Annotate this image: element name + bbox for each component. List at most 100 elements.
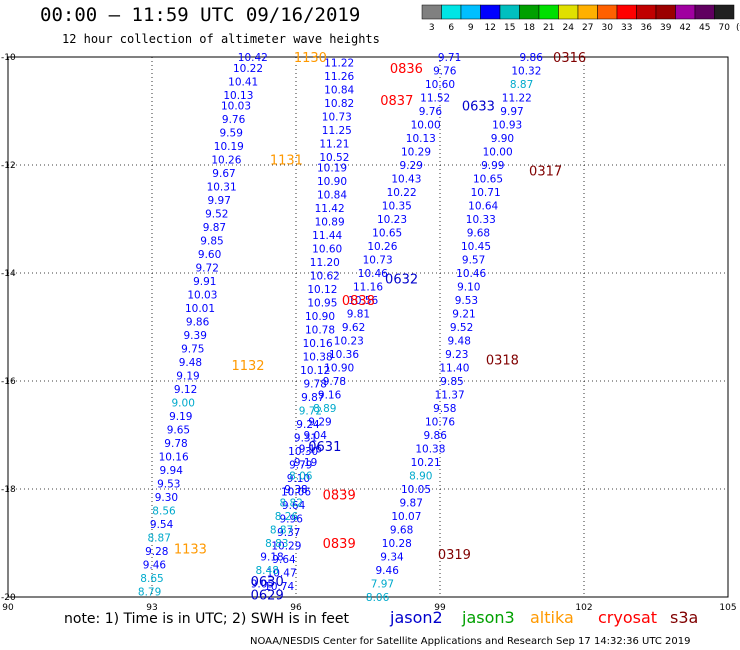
wave-height-value: 10.71: [471, 187, 501, 199]
wave-height-value: 8.79: [138, 587, 161, 599]
wave-height-value: 10.05: [401, 484, 431, 496]
wave-height-value: 10.22: [387, 187, 417, 199]
wave-height-value: 11.44: [312, 230, 342, 242]
wave-height-value: 9.64: [272, 554, 296, 566]
wave-height-value: 10.60: [312, 244, 342, 256]
map-subtitle: 12 hour collection of altimeter wave hei…: [62, 32, 380, 46]
track-time-label: 0316: [553, 51, 586, 66]
wave-height-value: 9.62: [342, 322, 365, 334]
wave-height-value: 10.47: [267, 568, 297, 580]
wave-height-value: 10.07: [391, 511, 421, 523]
wave-height-value: 8.87: [148, 533, 171, 545]
legend-tick-label: 21: [543, 23, 554, 33]
wave-height-value: 9.76: [222, 114, 246, 126]
wave-height-value: 10.13: [406, 133, 436, 145]
wave-height-value: 11.37: [435, 390, 465, 402]
wave-height-value: 10.06: [281, 487, 311, 499]
map-frame: [7, 56, 729, 598]
wave-height-value: 9.78: [323, 376, 346, 388]
wave-height-value: 10.23: [334, 336, 364, 348]
wave-height-value: 8.65: [140, 573, 163, 585]
wave-height-value: 10.26: [367, 241, 397, 253]
wave-height-value: 10.38: [415, 444, 445, 456]
wave-height-value: 10.35: [382, 201, 412, 213]
longitude-label: 99: [434, 603, 446, 613]
wave-height-value: 8.06: [366, 592, 390, 604]
wave-height-value: 11.26: [324, 71, 354, 83]
latitude-label: -14: [1, 269, 16, 279]
wave-height-value: 9.29: [308, 417, 331, 429]
wave-height-value: 9.68: [467, 228, 490, 240]
longitude-label: 102: [575, 603, 592, 613]
track-time-label: 0838: [342, 294, 375, 309]
legend-tick-label: 3: [429, 23, 435, 33]
wave-height-value: 10.46: [358, 268, 388, 280]
wave-height-value: 10.95: [307, 298, 337, 310]
wave-height-value: 8.89: [313, 403, 336, 415]
wave-height-value: 9.37: [277, 527, 300, 539]
wave-height-value: 10.84: [324, 84, 354, 96]
credit-line: NOAA/NESDIS Center for Satellite Applica…: [250, 636, 691, 647]
legend-swatch: [694, 4, 715, 20]
wave-height-value: 11.21: [319, 138, 349, 150]
track-time-label: 0632: [385, 272, 418, 287]
wave-height-value: 10.16: [159, 452, 189, 464]
wave-height-value: 10.56: [348, 295, 378, 307]
track-time-label: 1131: [270, 154, 303, 169]
wave-height-value: 11.52: [420, 93, 450, 105]
wave-height-value: 10.41: [228, 76, 258, 88]
wave-height-value: 9.90: [491, 133, 514, 145]
legend-swatch: [441, 4, 462, 20]
legend-swatch: [421, 4, 442, 20]
track-time-label: 0318: [486, 353, 519, 368]
wave-height-value: 10.16: [303, 338, 333, 350]
wave-height-value: 9.72: [196, 263, 219, 275]
track-time-label: 1132: [231, 359, 264, 374]
wave-height-value: 9.10: [287, 473, 310, 485]
wave-height-value: 10.78: [305, 325, 335, 337]
wave-height-value: 9.18: [260, 552, 283, 564]
wave-height-value: 8.90: [409, 471, 432, 483]
wave-height-value: 9.30: [155, 492, 178, 504]
wave-height-value: 9.86: [424, 430, 448, 442]
legend-tick-label: 24: [563, 23, 575, 33]
wave-height-value: 9.28: [145, 546, 168, 558]
track-time-labels: 1130 1131 1132 1133 0836 0837 0838 0839 0839 0316…: [174, 51, 586, 603]
wave-height-value: 10.30: [288, 446, 318, 458]
wave-height-value: 8.48: [256, 565, 279, 577]
wave-height-value: 9.38: [284, 484, 307, 496]
wave-height-value: 10.22: [233, 63, 263, 75]
track-time-label: 0317: [529, 164, 562, 179]
wave-height-value: 10.65: [372, 228, 402, 240]
track-time-label: 0631: [308, 440, 341, 455]
wave-height-value: 8.56: [152, 506, 176, 518]
legend-tick-label: 15: [504, 23, 515, 33]
wave-height-values: 10.4210.2210.4110.1310.039.769.5910.1910…: [138, 52, 543, 604]
latitude-label: -10: [1, 53, 16, 63]
track-time-label: 0633: [462, 100, 495, 115]
track-time-label: 0629: [251, 588, 284, 603]
map-title: 00:00 – 11:59 UTC 09/16/2019: [40, 4, 361, 26]
legend-tick-label: 27: [582, 23, 593, 33]
wave-height-value: 9.04: [304, 430, 328, 442]
wave-height-value: 10.21: [411, 457, 441, 469]
wave-height-value: 9.60: [198, 249, 221, 261]
track-time-label: 0839: [323, 488, 356, 503]
satellite-legend-jason2: jason2: [390, 608, 443, 627]
longitude-label: 105: [719, 603, 736, 613]
wave-height-value: 9.31: [294, 433, 317, 445]
wave-height-value: 9.68: [390, 525, 413, 537]
wave-height-value: 10.76: [425, 417, 455, 429]
wave-height-value: 10.12: [300, 365, 330, 377]
wave-height-value: 7.97: [371, 579, 394, 591]
longitude-label: 90: [2, 603, 14, 613]
wave-height-value: 8.87: [510, 79, 533, 91]
wave-height-value: 10.01: [185, 303, 215, 315]
legend-tick-label: 70: [719, 23, 731, 33]
longitude-label: 96: [290, 603, 302, 613]
wave-height-value: 10.00: [483, 147, 513, 159]
wave-height-value: 9.54: [150, 519, 174, 531]
wave-height-value: 9.67: [212, 168, 235, 180]
wave-height-value: 10.42: [238, 52, 268, 64]
